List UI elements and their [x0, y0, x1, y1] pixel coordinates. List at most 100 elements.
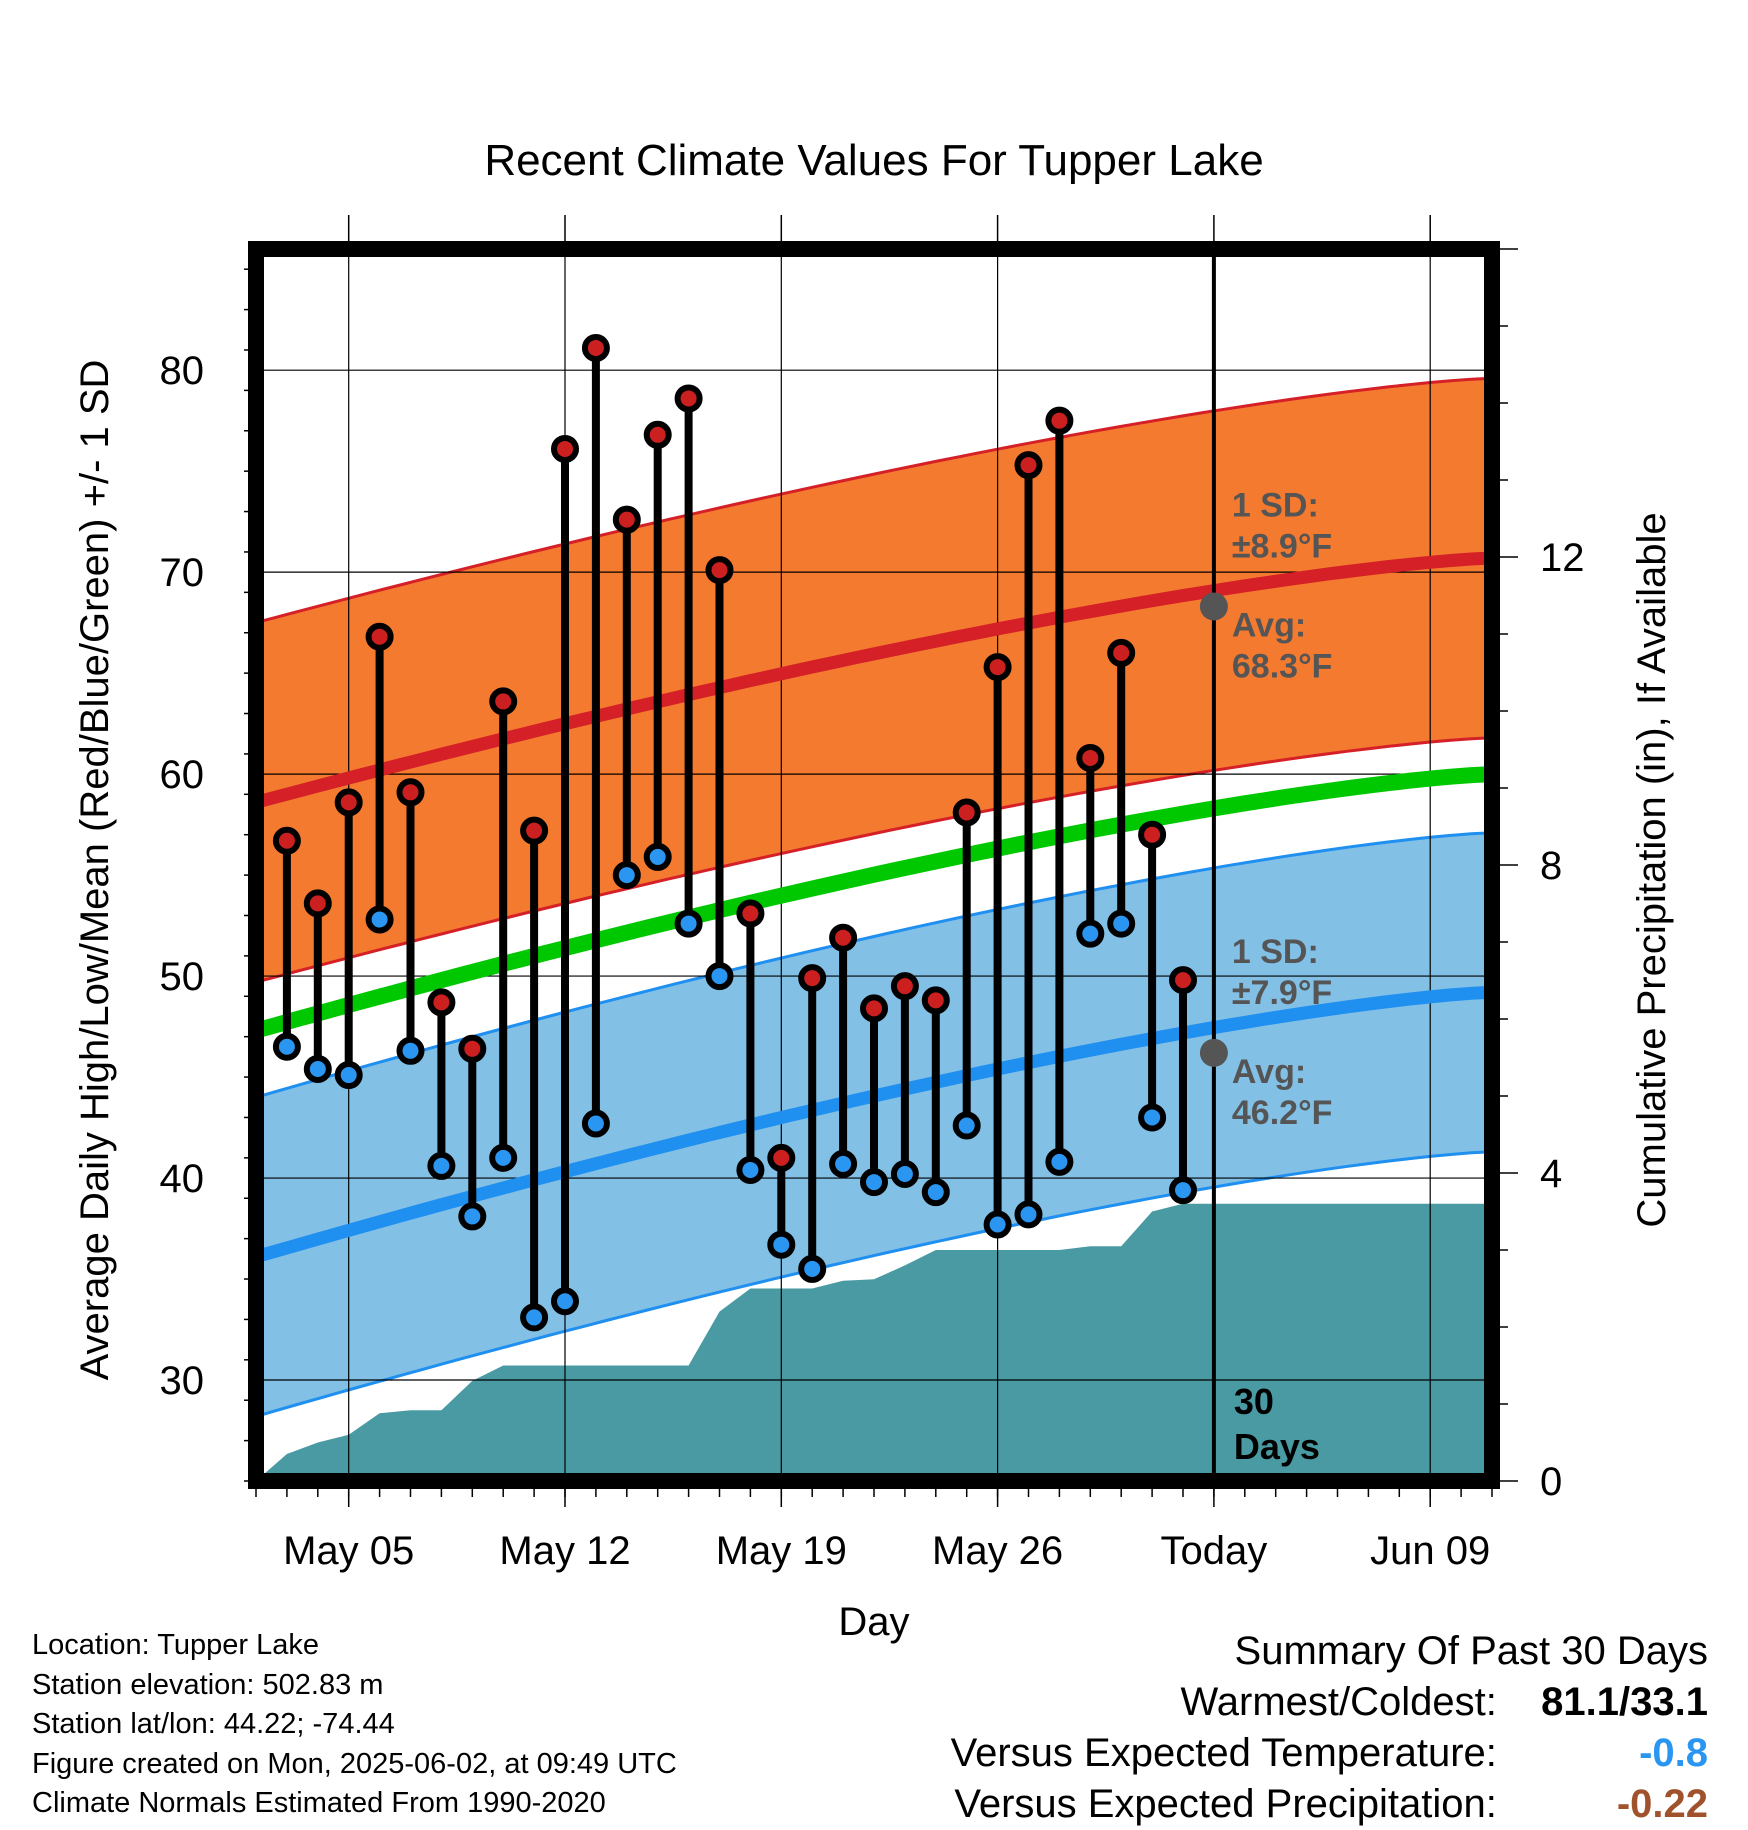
- low-temp-point: [427, 1151, 456, 1180]
- low-temp-point: [921, 1178, 950, 1207]
- low-temp-point: [705, 962, 734, 991]
- high-temp-point: [458, 1034, 487, 1063]
- low-temp-point: [890, 1160, 919, 1189]
- high-temp-point: [643, 420, 672, 449]
- high-temp-point: [952, 798, 981, 827]
- low-temp-point: [365, 905, 394, 934]
- low-temp-point: [674, 909, 703, 938]
- high-temp-point: [1138, 820, 1167, 849]
- normal-mean-line: [256, 766, 1492, 1039]
- low-temp-point: [1076, 919, 1105, 948]
- x-tick-label: Jun 09: [1370, 1529, 1490, 1573]
- x-axis-label: Day: [838, 1600, 909, 1644]
- y-tick-label: 50: [160, 955, 205, 999]
- x-tick-label: May 12: [499, 1529, 630, 1573]
- precip-anomaly-label: Versus Expected Precipitation:: [954, 1782, 1497, 1826]
- high-sd-label: 1 SD:: [1232, 486, 1319, 524]
- low-temp-point: [334, 1061, 363, 1090]
- high-temp-point: [890, 972, 919, 1001]
- temp-anomaly-label: Versus Expected Temperature:: [950, 1731, 1497, 1775]
- low-temp-point: [612, 861, 641, 890]
- high-temp-point: [396, 778, 425, 807]
- chart-title: Recent Climate Values For Tupper Lake: [484, 136, 1263, 185]
- high-sd-lower-line: [256, 736, 1492, 984]
- low-temp-point: [736, 1155, 765, 1184]
- low-sd-value: ±7.9°F: [1232, 974, 1332, 1012]
- low-temp-point: [551, 1287, 579, 1316]
- summary-warm-cold-row: Warmest/Coldest: 81.1/33.1: [951, 1677, 1709, 1728]
- warm-cold-value: 81.1/33.1: [1541, 1680, 1708, 1724]
- low-temp-point: [396, 1036, 425, 1065]
- precip-anomaly-value: -0.22: [1616, 1782, 1708, 1826]
- temp-anomaly-value: -0.8: [1639, 1731, 1708, 1775]
- low-temp-point: [983, 1210, 1012, 1239]
- high-temp-point: [520, 816, 549, 845]
- low-avg-label: Avg:: [1232, 1053, 1306, 1091]
- y-tick-label: 60: [160, 753, 205, 797]
- low-temp-point: [643, 842, 672, 871]
- low-temp-point: [272, 1032, 301, 1061]
- low-temp-point: [860, 1168, 888, 1197]
- high-temp-point: [705, 556, 734, 585]
- low-temp-point: [520, 1303, 549, 1332]
- low-sd-lower-line: [256, 1150, 1492, 1418]
- high-temp-point: [736, 899, 765, 928]
- low-temp-point: [798, 1254, 827, 1283]
- high-temp-point: [1169, 966, 1197, 995]
- location-text: Location: Tupper Lake: [32, 1629, 319, 1661]
- y-tick-label: 70: [160, 551, 205, 595]
- warm-cold-label: Warmest/Coldest:: [1180, 1680, 1497, 1724]
- normal-high-line: [256, 551, 1492, 809]
- high-temp-point: [551, 434, 579, 463]
- y-tick-label: 80: [160, 349, 205, 393]
- period-label-unit: Days: [1234, 1426, 1320, 1467]
- low-avg-value: 46.2°F: [1232, 1094, 1333, 1132]
- high-temp-point: [489, 687, 518, 716]
- high-sd-upper-line: [256, 376, 1492, 625]
- period-label-number: 30: [1234, 1381, 1274, 1422]
- high-temp-point: [365, 622, 394, 651]
- low-temp-point: [767, 1230, 796, 1259]
- low-temp-point: [303, 1054, 332, 1083]
- high-temp-point: [674, 384, 703, 413]
- low-temp-point: [1045, 1147, 1074, 1176]
- plot-inner: [256, 249, 1492, 1481]
- y2-tick-label: 0: [1540, 1460, 1562, 1504]
- summary-temp-row: Versus Expected Temperature: -0.8: [951, 1728, 1708, 1779]
- x-tick-label: May 05: [283, 1529, 414, 1573]
- today-high-avg-dot: [1199, 592, 1228, 621]
- high-temp-point: [1076, 743, 1105, 772]
- high-temp-point: [860, 994, 888, 1023]
- y2-tick-label: 4: [1540, 1152, 1562, 1196]
- station-info: Location: Tupper Lake Station elevation:…: [32, 1626, 677, 1824]
- high-temp-point: [829, 923, 858, 952]
- low-temp-point: [458, 1202, 487, 1231]
- y-tick-label: 30: [160, 1359, 205, 1403]
- high-temp-point: [1045, 406, 1074, 435]
- high-temp-point: [767, 1143, 796, 1172]
- y2-tick-label: 8: [1540, 844, 1562, 888]
- high-temp-point: [581, 333, 610, 362]
- low-temp-point: [1138, 1103, 1167, 1132]
- high-temp-point: [334, 788, 363, 817]
- high-temp-point: [612, 505, 641, 534]
- low-temp-point: [1169, 1176, 1197, 1205]
- low-temp-point: [829, 1149, 858, 1178]
- latlon-text: Station lat/lon: 44.22; -74.44: [32, 1708, 395, 1740]
- today-low-avg-dot: [1199, 1038, 1228, 1067]
- y-axis-label-left: Average Daily High/Low/Mean (Red/Blue/Gr…: [73, 360, 117, 1381]
- high-temp-point: [272, 826, 301, 855]
- high-temp-point: [303, 889, 332, 918]
- y-axis-label-right: Cumulative Precipitation (in), If Availa…: [1630, 512, 1674, 1227]
- y2-tick-label: 12: [1540, 536, 1585, 580]
- high-temp-point: [983, 653, 1012, 682]
- high-avg-label: Avg:: [1232, 606, 1306, 644]
- high-temp-point: [921, 986, 950, 1015]
- low-temp-point: [581, 1109, 610, 1138]
- high-temp-point: [1107, 638, 1136, 667]
- x-tick-label: Today: [1161, 1529, 1268, 1573]
- x-tick-label: May 19: [716, 1529, 847, 1573]
- summary-panel: Summary Of Past 30 Days Warmest/Coldest:…: [951, 1626, 1708, 1830]
